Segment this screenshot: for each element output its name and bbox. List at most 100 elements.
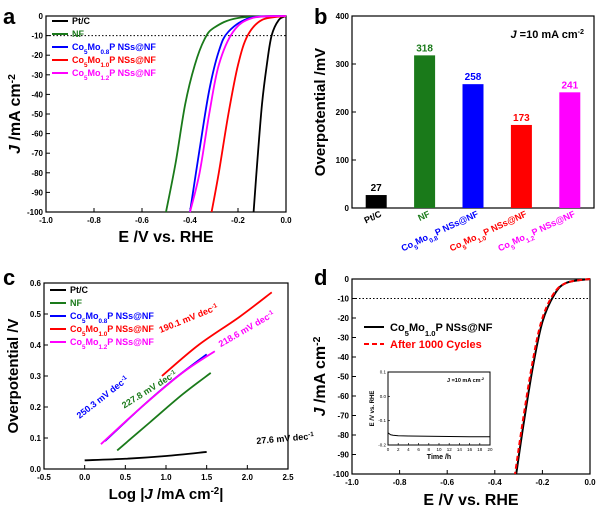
inset-y-tick-label: -0.1 [378, 418, 386, 423]
label-part: 5 [82, 331, 86, 338]
label-part: -1 [308, 430, 315, 438]
category-label: Pt/C [363, 209, 384, 226]
bar [414, 55, 436, 208]
inset-x-tick-label: 16 [467, 447, 473, 452]
label-part: Co [72, 68, 84, 78]
legend-label: Co5Mo1.0P NSs@NF [70, 324, 154, 338]
y-tick-label: -10 [31, 32, 43, 41]
label-part: 1.0 [99, 331, 108, 338]
label-part: Mo [414, 232, 430, 247]
bar-value-label: 258 [465, 72, 482, 83]
legend-label: Co5Mo1.2P NSs@NF [72, 68, 156, 82]
y-tick-label: -20 [31, 51, 43, 60]
legend-label: Co5Mo0.8P NSs@NF [72, 42, 156, 56]
series-line [161, 291, 273, 377]
series-line [210, 15, 287, 213]
label-part: Co [70, 324, 82, 334]
inset-x-tick-label: 8 [428, 447, 431, 452]
label-part: -2 [7, 74, 18, 83]
label-part: -2 [481, 377, 484, 381]
label-part: -1 [168, 368, 177, 377]
label-part: 5 [462, 243, 469, 251]
tafel-slope-label: 27.6 mV dec-1 [256, 430, 315, 446]
label-part: /mA cm [7, 83, 24, 145]
x-tick-label: -0.4 [183, 216, 197, 225]
inset-x-tick-label: 20 [487, 447, 493, 452]
bar-value-label: 318 [416, 43, 433, 54]
label-part: 5 [84, 75, 88, 82]
inset-x-axis-label: Time /h [427, 454, 451, 461]
x-tick-label: 1.5 [201, 473, 213, 482]
y-tick-label: -20 [337, 314, 349, 323]
y-tick-label: -50 [31, 110, 43, 119]
y-tick-label: -10 [337, 295, 349, 304]
label-part: P NSs@NF [530, 209, 577, 238]
label-part: Mo [510, 232, 526, 247]
label-part: | [219, 486, 223, 503]
panel-letter: b [314, 4, 327, 29]
tafel-slope-label: 190.1 mV dec-1 [157, 301, 219, 334]
label-part: NF [72, 29, 84, 39]
label-part: 218.6 mV dec [217, 312, 271, 349]
label-part: Pt/C [363, 209, 384, 226]
label-part: J [312, 406, 329, 416]
bar [365, 195, 387, 208]
y-tick-label: 0 [345, 275, 350, 284]
bar-value-label: 173 [513, 113, 530, 124]
label-part: Mo [86, 311, 99, 321]
legend-label: Pt/C [72, 16, 91, 26]
label-part: -2 [578, 28, 584, 36]
label-part: P NSs@NF [109, 68, 156, 78]
y-tick-label: -30 [337, 334, 349, 343]
x-tick-label: -0.5 [37, 473, 51, 482]
y-tick-label: 0.2 [30, 403, 42, 412]
bar-value-label: 27 [371, 183, 383, 194]
y-tick-label: -100 [333, 470, 350, 479]
label-part: J [144, 486, 153, 503]
inset-x-tick-label: 2 [397, 447, 400, 452]
label-part: 1.2 [525, 234, 536, 244]
y-tick-label: -40 [31, 90, 43, 99]
y-tick-label: 300 [336, 60, 350, 69]
label-part: P NSs@NF [436, 322, 493, 334]
label-part: J [510, 29, 517, 41]
legend-label: NF [72, 29, 84, 39]
label-part: Co [72, 55, 84, 65]
legend-label: Co5Mo0.8P NSs@NF [70, 311, 154, 325]
label-part: 5 [413, 243, 420, 251]
inset-x-tick-label: 6 [417, 447, 420, 452]
label-part: Co [448, 239, 464, 253]
y-tick-label: 400 [336, 12, 350, 21]
label-part: Co [70, 311, 82, 321]
panel-letter: d [314, 265, 327, 290]
tafel-slope-label: 250.3 mV dec-1 [74, 373, 130, 420]
series-line [252, 15, 287, 213]
label-part: J [7, 144, 24, 154]
label-part: Mo [409, 322, 425, 334]
label-part: -1 [210, 301, 218, 310]
y-axis-label: Overpotential /V [5, 318, 22, 433]
label-part: Mo [86, 337, 99, 347]
y-tick-label: 0.3 [30, 372, 42, 381]
x-tick-label: -0.8 [87, 216, 101, 225]
label-part: =10 mA cm [517, 29, 578, 41]
label-part: Pt/C [70, 285, 89, 295]
y-tick-label: -60 [337, 392, 349, 401]
label-part: Co [70, 337, 82, 347]
x-tick-label: -0.6 [440, 478, 454, 487]
label-part: /mA cm [153, 486, 211, 503]
y-tick-label: 0.6 [30, 279, 42, 288]
y-tick-label: -100 [27, 208, 44, 217]
label-part: /mA cm [312, 346, 329, 408]
y-tick-label: -80 [337, 431, 349, 440]
y-tick-label: 0.0 [30, 465, 42, 474]
panel-letter: c [3, 265, 15, 290]
label-part: NF [416, 209, 432, 223]
label-part: P NSs@NF [107, 324, 154, 334]
label-part: 5 [82, 318, 86, 325]
inset-y-tick-label: -0.2 [378, 443, 386, 448]
inset-y-tick-label: 0.1 [380, 370, 387, 375]
y-axis-label: Overpotential /mV [312, 48, 329, 176]
label-part: NF [70, 298, 82, 308]
